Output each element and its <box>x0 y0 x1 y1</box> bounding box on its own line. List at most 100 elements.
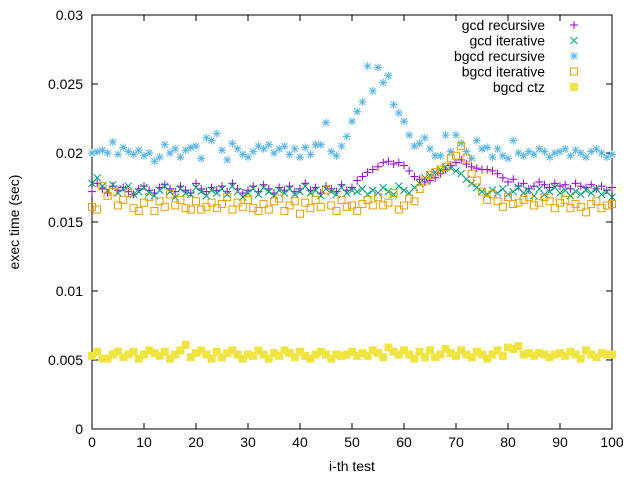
data-point <box>337 195 346 204</box>
data-point <box>519 350 528 359</box>
data-point <box>556 198 564 207</box>
data-point <box>150 157 159 166</box>
data-point <box>374 63 382 72</box>
data-point <box>192 349 200 358</box>
data-point <box>462 350 471 359</box>
y-axis: 0 0.005 0.01 0.015 0.02 0.025 0.03 <box>48 7 612 437</box>
data-point <box>176 153 185 162</box>
data-point <box>561 144 570 153</box>
data-point <box>155 186 164 195</box>
data-point <box>592 144 601 153</box>
data-point <box>353 176 362 185</box>
legend-item: bgcd ctz <box>493 79 578 95</box>
data-point <box>93 205 102 214</box>
data-point <box>556 182 564 191</box>
data-point <box>379 158 388 167</box>
data-point <box>223 155 232 164</box>
data-point <box>436 350 445 359</box>
data-point <box>384 157 393 166</box>
data-point <box>452 158 460 167</box>
x-tick-label: 40 <box>292 434 308 450</box>
data-point <box>88 351 96 360</box>
data-point <box>420 177 429 186</box>
data-point <box>608 350 616 359</box>
data-point <box>571 179 580 188</box>
data-point <box>400 186 408 195</box>
data-point <box>259 183 268 192</box>
data-point <box>597 190 606 199</box>
data-point <box>233 350 242 359</box>
data-point <box>493 144 502 153</box>
data-point <box>576 354 585 363</box>
data-point <box>150 206 159 215</box>
data-point <box>145 346 154 355</box>
data-point <box>119 353 128 362</box>
data-point <box>566 347 575 356</box>
data-point <box>353 206 362 215</box>
data-point <box>446 154 455 163</box>
y-tick-label: 0.01 <box>56 283 83 299</box>
data-point <box>114 201 122 210</box>
data-point <box>332 206 341 215</box>
data-point <box>197 154 206 163</box>
data-point <box>472 183 481 192</box>
data-point <box>436 151 445 160</box>
data-point <box>467 154 476 163</box>
data-point <box>389 347 398 356</box>
data-point <box>457 139 466 148</box>
data-point <box>290 197 299 206</box>
data-point <box>88 149 96 157</box>
data-point <box>358 172 367 181</box>
data-point <box>394 182 403 190</box>
data-point <box>270 149 278 157</box>
data-point <box>129 204 138 213</box>
data-point <box>524 193 533 202</box>
data-point <box>441 162 450 171</box>
data-point <box>410 172 419 181</box>
y-tick-label: 0 <box>75 421 83 437</box>
data-point <box>275 144 284 153</box>
data-point <box>108 137 117 146</box>
data-point <box>98 354 107 363</box>
data-point <box>504 343 512 352</box>
x-tick-label: 0 <box>88 434 96 450</box>
data-point <box>363 62 372 71</box>
data-point <box>114 347 122 356</box>
data-point <box>311 195 320 204</box>
data-point <box>238 189 247 198</box>
data-point <box>103 354 112 363</box>
data-point <box>186 143 195 152</box>
data-point <box>233 198 242 207</box>
data-point <box>493 169 502 178</box>
data-point <box>587 200 596 209</box>
data-point <box>602 201 611 210</box>
data-point <box>197 346 206 355</box>
data-point <box>353 351 362 360</box>
data-point <box>415 139 424 148</box>
data-point <box>129 347 138 356</box>
data-point <box>348 186 356 195</box>
data-point <box>160 140 169 149</box>
data-point <box>124 182 133 190</box>
data-point <box>446 349 455 358</box>
data-point <box>166 149 174 157</box>
data-point <box>561 180 570 189</box>
data-point <box>368 201 377 210</box>
data-point <box>472 136 481 145</box>
data-point <box>166 354 174 363</box>
data-point <box>379 183 388 192</box>
data-point <box>426 171 434 180</box>
data-point <box>342 350 351 359</box>
data-point <box>504 193 512 202</box>
data-points <box>88 62 616 363</box>
data-point <box>270 197 278 206</box>
data-point <box>342 132 351 141</box>
data-point <box>342 202 351 211</box>
data-point <box>436 169 445 178</box>
data-point <box>498 173 507 182</box>
data-point <box>431 353 440 362</box>
data-point <box>93 347 102 356</box>
data-point <box>254 190 263 199</box>
data-point <box>98 182 107 191</box>
data-point <box>337 351 346 360</box>
